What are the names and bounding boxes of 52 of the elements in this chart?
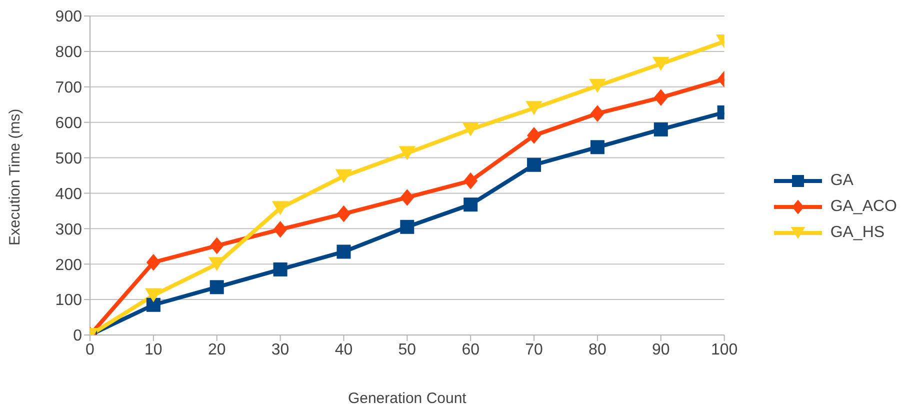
y-tick-label: 300 [55,221,82,238]
point [590,105,604,122]
x-tick-label: 10 [144,341,162,358]
legend-label: GA_ACO [830,198,897,216]
y-tick-label: 0 [73,328,82,345]
point [272,201,289,216]
point [654,89,668,106]
x-tick-label: 70 [525,341,544,358]
point [273,220,288,238]
x-tick-label: 60 [462,341,480,358]
point [336,205,351,222]
point [590,140,604,154]
point [398,146,416,160]
y-tick-label: 400 [55,186,82,203]
point [146,298,160,312]
point [400,189,414,206]
x-tick-label: 50 [398,341,416,358]
point [146,254,160,271]
point [589,78,606,93]
point [335,169,352,184]
point [654,122,668,136]
point [336,244,351,259]
y-tick-label: 900 [55,8,82,26]
x-tick-label: 20 [208,341,226,358]
x-tick-label: 80 [588,341,606,358]
point [464,198,478,212]
point [145,288,162,302]
legend-label: GA [830,172,854,190]
point [526,101,542,116]
x-axis-title: Generation Count [348,390,468,407]
legend-label: GA_HS [830,224,885,242]
point [273,262,288,276]
point [210,280,224,294]
y-tick-label: 200 [55,256,82,274]
y-axis-title: Execution Time (ms) [6,108,24,246]
x-tick-label: 40 [334,341,353,358]
y-tick-label: 700 [55,80,82,97]
x-tick-label: 30 [271,341,290,358]
point [400,220,414,234]
y-tick-label: 600 [55,115,82,132]
y-tick-label: 500 [55,150,82,168]
point [462,122,479,136]
x-tick-label: 0 [86,341,95,358]
y-tick-label: 100 [55,292,82,310]
point [527,127,542,144]
x-tick-label: 100 [710,341,738,358]
y-tick-label: 800 [55,44,82,62]
point [652,56,670,71]
point [464,172,478,190]
point [527,158,542,172]
point [210,237,224,254]
x-tick-label: 90 [652,341,670,358]
